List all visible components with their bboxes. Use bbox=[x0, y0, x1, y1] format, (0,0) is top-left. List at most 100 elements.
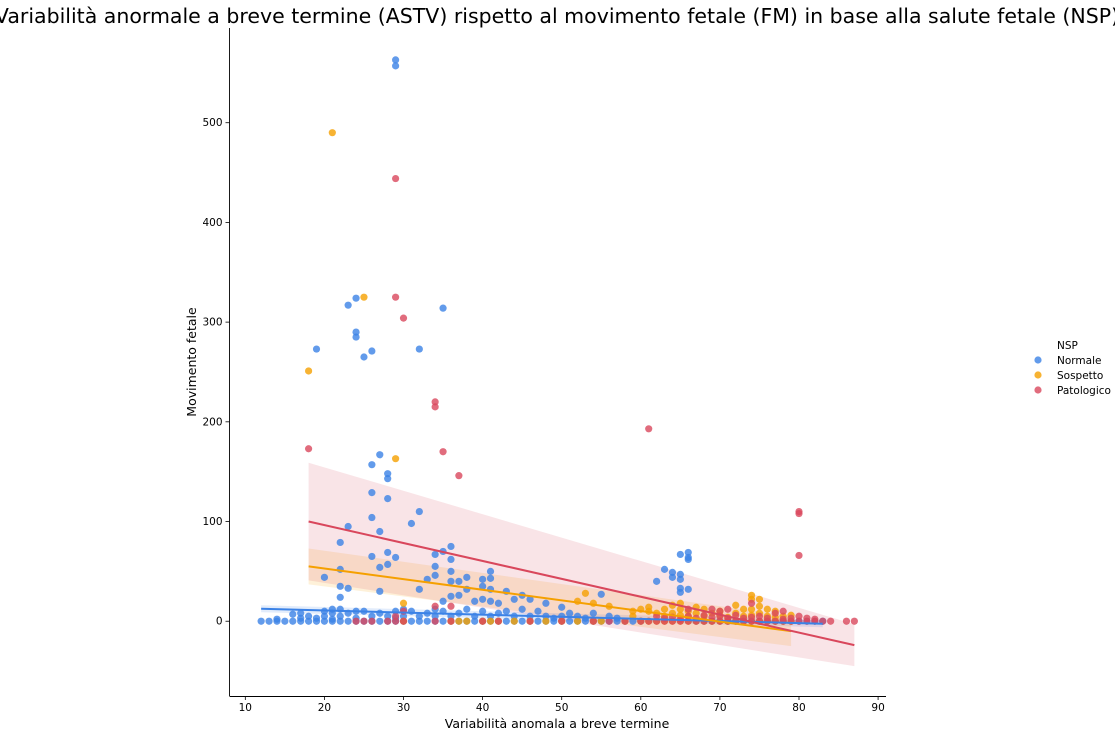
data-point bbox=[415, 612, 423, 620]
data-point bbox=[336, 617, 344, 625]
data-point bbox=[589, 617, 597, 625]
data-point bbox=[455, 472, 463, 480]
data-point bbox=[534, 607, 542, 615]
data-point bbox=[645, 603, 653, 611]
data-point bbox=[297, 614, 305, 622]
data-point bbox=[581, 589, 590, 597]
y-tick-label: 300 bbox=[202, 317, 222, 329]
legend-label-sospetto: Sospetto bbox=[1057, 370, 1103, 382]
data-point bbox=[542, 599, 550, 607]
data-point bbox=[502, 607, 510, 615]
regression-line-sospetto bbox=[308, 565, 792, 633]
data-point bbox=[384, 475, 392, 483]
data-point bbox=[376, 563, 384, 571]
data-point bbox=[392, 62, 400, 70]
data-point bbox=[273, 615, 281, 623]
data-point bbox=[455, 617, 463, 625]
data-point bbox=[573, 617, 582, 625]
x-tick-label: 80 bbox=[792, 702, 805, 714]
data-point bbox=[653, 577, 661, 585]
data-point bbox=[795, 551, 803, 560]
data-point bbox=[850, 617, 858, 625]
data-point bbox=[344, 617, 352, 625]
data-point bbox=[486, 574, 495, 582]
series-patologico bbox=[304, 174, 858, 625]
data-point bbox=[384, 494, 392, 503]
data-point bbox=[510, 595, 518, 603]
data-point bbox=[479, 582, 487, 590]
data-point bbox=[352, 617, 360, 625]
data-point bbox=[312, 614, 321, 622]
data-point bbox=[439, 597, 447, 605]
data-point bbox=[439, 448, 447, 456]
data-point bbox=[304, 445, 313, 453]
data-point bbox=[668, 568, 677, 576]
data-point bbox=[479, 595, 487, 603]
data-point bbox=[407, 519, 416, 528]
data-point bbox=[304, 367, 313, 375]
data-point bbox=[336, 593, 344, 601]
data-point bbox=[352, 294, 360, 302]
data-point bbox=[289, 610, 297, 618]
data-point bbox=[392, 56, 400, 64]
data-point bbox=[787, 614, 795, 622]
data-point bbox=[265, 617, 273, 625]
data-point bbox=[676, 605, 684, 613]
data-point bbox=[708, 605, 716, 613]
data-point bbox=[297, 609, 305, 617]
x-tick-label: 70 bbox=[713, 702, 726, 714]
x-tick-label: 40 bbox=[476, 702, 489, 714]
data-point bbox=[660, 605, 669, 613]
y-tick-label: 100 bbox=[202, 516, 222, 528]
data-point bbox=[368, 552, 376, 561]
data-point bbox=[589, 609, 597, 617]
y-tick-label: 0 bbox=[216, 616, 223, 628]
data-point bbox=[463, 573, 471, 581]
data-point bbox=[779, 615, 787, 623]
data-point bbox=[566, 617, 574, 625]
data-point bbox=[676, 584, 684, 592]
data-point bbox=[486, 567, 495, 575]
data-point bbox=[763, 605, 771, 613]
data-point bbox=[399, 599, 408, 607]
y-tick-label: 400 bbox=[202, 217, 222, 229]
data-point bbox=[676, 550, 684, 559]
data-point bbox=[304, 612, 313, 620]
data-point bbox=[494, 617, 503, 625]
data-point bbox=[376, 527, 384, 536]
data-point bbox=[392, 293, 400, 301]
data-point bbox=[684, 553, 692, 562]
data-point bbox=[684, 585, 692, 593]
data-point bbox=[676, 570, 684, 578]
data-point bbox=[360, 353, 368, 361]
data-point bbox=[392, 174, 400, 183]
data-point bbox=[384, 612, 392, 620]
data-point bbox=[463, 617, 471, 625]
data-point bbox=[518, 617, 526, 625]
data-point bbox=[399, 314, 408, 322]
data-point bbox=[716, 607, 724, 615]
data-point bbox=[336, 582, 344, 590]
data-point bbox=[518, 605, 526, 613]
regression-line-patologico bbox=[308, 520, 855, 647]
x-tick-label: 10 bbox=[239, 702, 252, 714]
regression-line-normale bbox=[261, 607, 823, 625]
data-point bbox=[352, 333, 360, 341]
legend-marker-sospetto bbox=[1034, 371, 1042, 379]
data-point bbox=[376, 609, 384, 617]
data-point bbox=[534, 617, 542, 625]
data-point bbox=[708, 613, 716, 621]
data-point bbox=[439, 304, 447, 312]
legend-marker-normale bbox=[1034, 356, 1042, 364]
data-point bbox=[755, 612, 764, 620]
data-point bbox=[344, 301, 352, 309]
data-point bbox=[692, 609, 700, 617]
data-point bbox=[289, 617, 297, 625]
data-point bbox=[597, 617, 605, 625]
chart-title: Variabilità anormale a breve termine (AS… bbox=[0, 4, 1115, 28]
data-point bbox=[320, 612, 329, 620]
data-point bbox=[526, 617, 534, 625]
data-point bbox=[486, 617, 495, 625]
data-point bbox=[510, 617, 518, 625]
